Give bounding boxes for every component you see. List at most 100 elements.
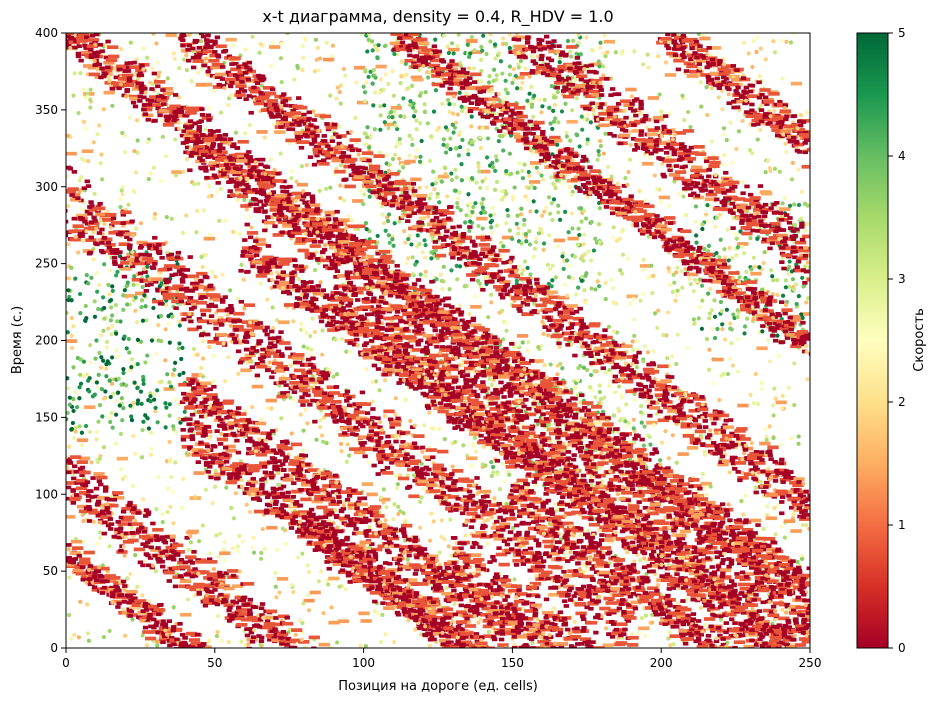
data-point [130, 100, 137, 105]
data-point [553, 185, 558, 191]
data-point [585, 412, 598, 417]
data-point [105, 65, 111, 70]
data-point [501, 235, 514, 240]
data-point [172, 93, 179, 97]
data-point [692, 321, 697, 326]
data-point [155, 388, 160, 393]
data-point [125, 576, 130, 581]
data-point [380, 254, 393, 259]
data-point [97, 123, 102, 128]
data-point [387, 240, 392, 245]
data-point [272, 167, 277, 172]
data-point [231, 584, 244, 589]
data-point [492, 42, 498, 47]
data-point [447, 109, 452, 115]
data-point [647, 155, 652, 160]
data-point [706, 248, 711, 254]
data-point [312, 329, 317, 335]
data-point [522, 222, 527, 227]
data-point [71, 365, 76, 370]
data-point [602, 395, 607, 400]
data-point [698, 80, 703, 85]
data-point [207, 183, 212, 189]
data-point [124, 89, 130, 94]
data-point [391, 517, 396, 522]
data-point [445, 296, 451, 301]
data-point [115, 319, 120, 324]
data-point [108, 297, 114, 303]
data-point [240, 539, 245, 544]
data-point [582, 401, 594, 405]
data-point [129, 357, 135, 362]
data-point [636, 630, 641, 636]
data-point [515, 213, 520, 218]
data-point [476, 216, 488, 221]
data-point [770, 274, 775, 279]
data-point [584, 568, 589, 573]
data-point [611, 413, 617, 418]
data-point [341, 198, 347, 203]
data-point [265, 297, 270, 302]
data-point [133, 553, 138, 558]
data-point [371, 103, 376, 108]
data-point [742, 331, 747, 336]
data-point [301, 326, 307, 332]
data-point [494, 179, 500, 185]
data-point [228, 93, 233, 98]
data-point [364, 239, 377, 244]
data-point [376, 611, 381, 616]
data-point [721, 126, 727, 131]
data-point [259, 417, 264, 422]
data-point [533, 240, 539, 245]
data-point [129, 364, 134, 370]
data-point [207, 232, 212, 238]
data-point [510, 236, 515, 242]
data-point [440, 286, 445, 292]
data-point [167, 439, 172, 445]
data-point [700, 481, 712, 486]
data-point [309, 347, 314, 352]
data-point [174, 430, 179, 435]
data-point [280, 526, 285, 531]
data-point [253, 160, 258, 165]
data-point [104, 345, 109, 350]
data-point [523, 231, 529, 237]
data-point [363, 643, 368, 648]
data-point [353, 115, 358, 120]
data-point [413, 262, 418, 267]
data-point [83, 303, 88, 309]
data-point [726, 258, 731, 263]
data-point [526, 122, 531, 127]
data-point [455, 205, 460, 210]
data-point [123, 535, 128, 540]
data-point [171, 605, 176, 610]
data-point [756, 346, 768, 351]
data-point [402, 114, 407, 120]
data-point [529, 84, 534, 89]
data-point [477, 169, 482, 174]
data-point [532, 93, 537, 98]
data-point [96, 307, 101, 312]
data-point [544, 375, 549, 380]
data-point [275, 171, 281, 176]
data-point [214, 533, 219, 538]
data-point [247, 122, 253, 128]
data-point [498, 380, 504, 385]
data-point [160, 88, 166, 92]
data-point [571, 38, 576, 43]
data-point [804, 110, 810, 115]
data-point [123, 83, 135, 88]
data-point [600, 549, 606, 555]
data-point [367, 145, 372, 150]
data-point [458, 303, 463, 308]
data-point [142, 86, 148, 91]
data-point [68, 45, 73, 51]
data-point [507, 64, 513, 69]
data-point [410, 83, 415, 88]
data-point [735, 245, 741, 250]
data-point [380, 212, 385, 217]
data-point [659, 199, 664, 204]
data-point [449, 177, 455, 183]
data-point [485, 332, 491, 337]
